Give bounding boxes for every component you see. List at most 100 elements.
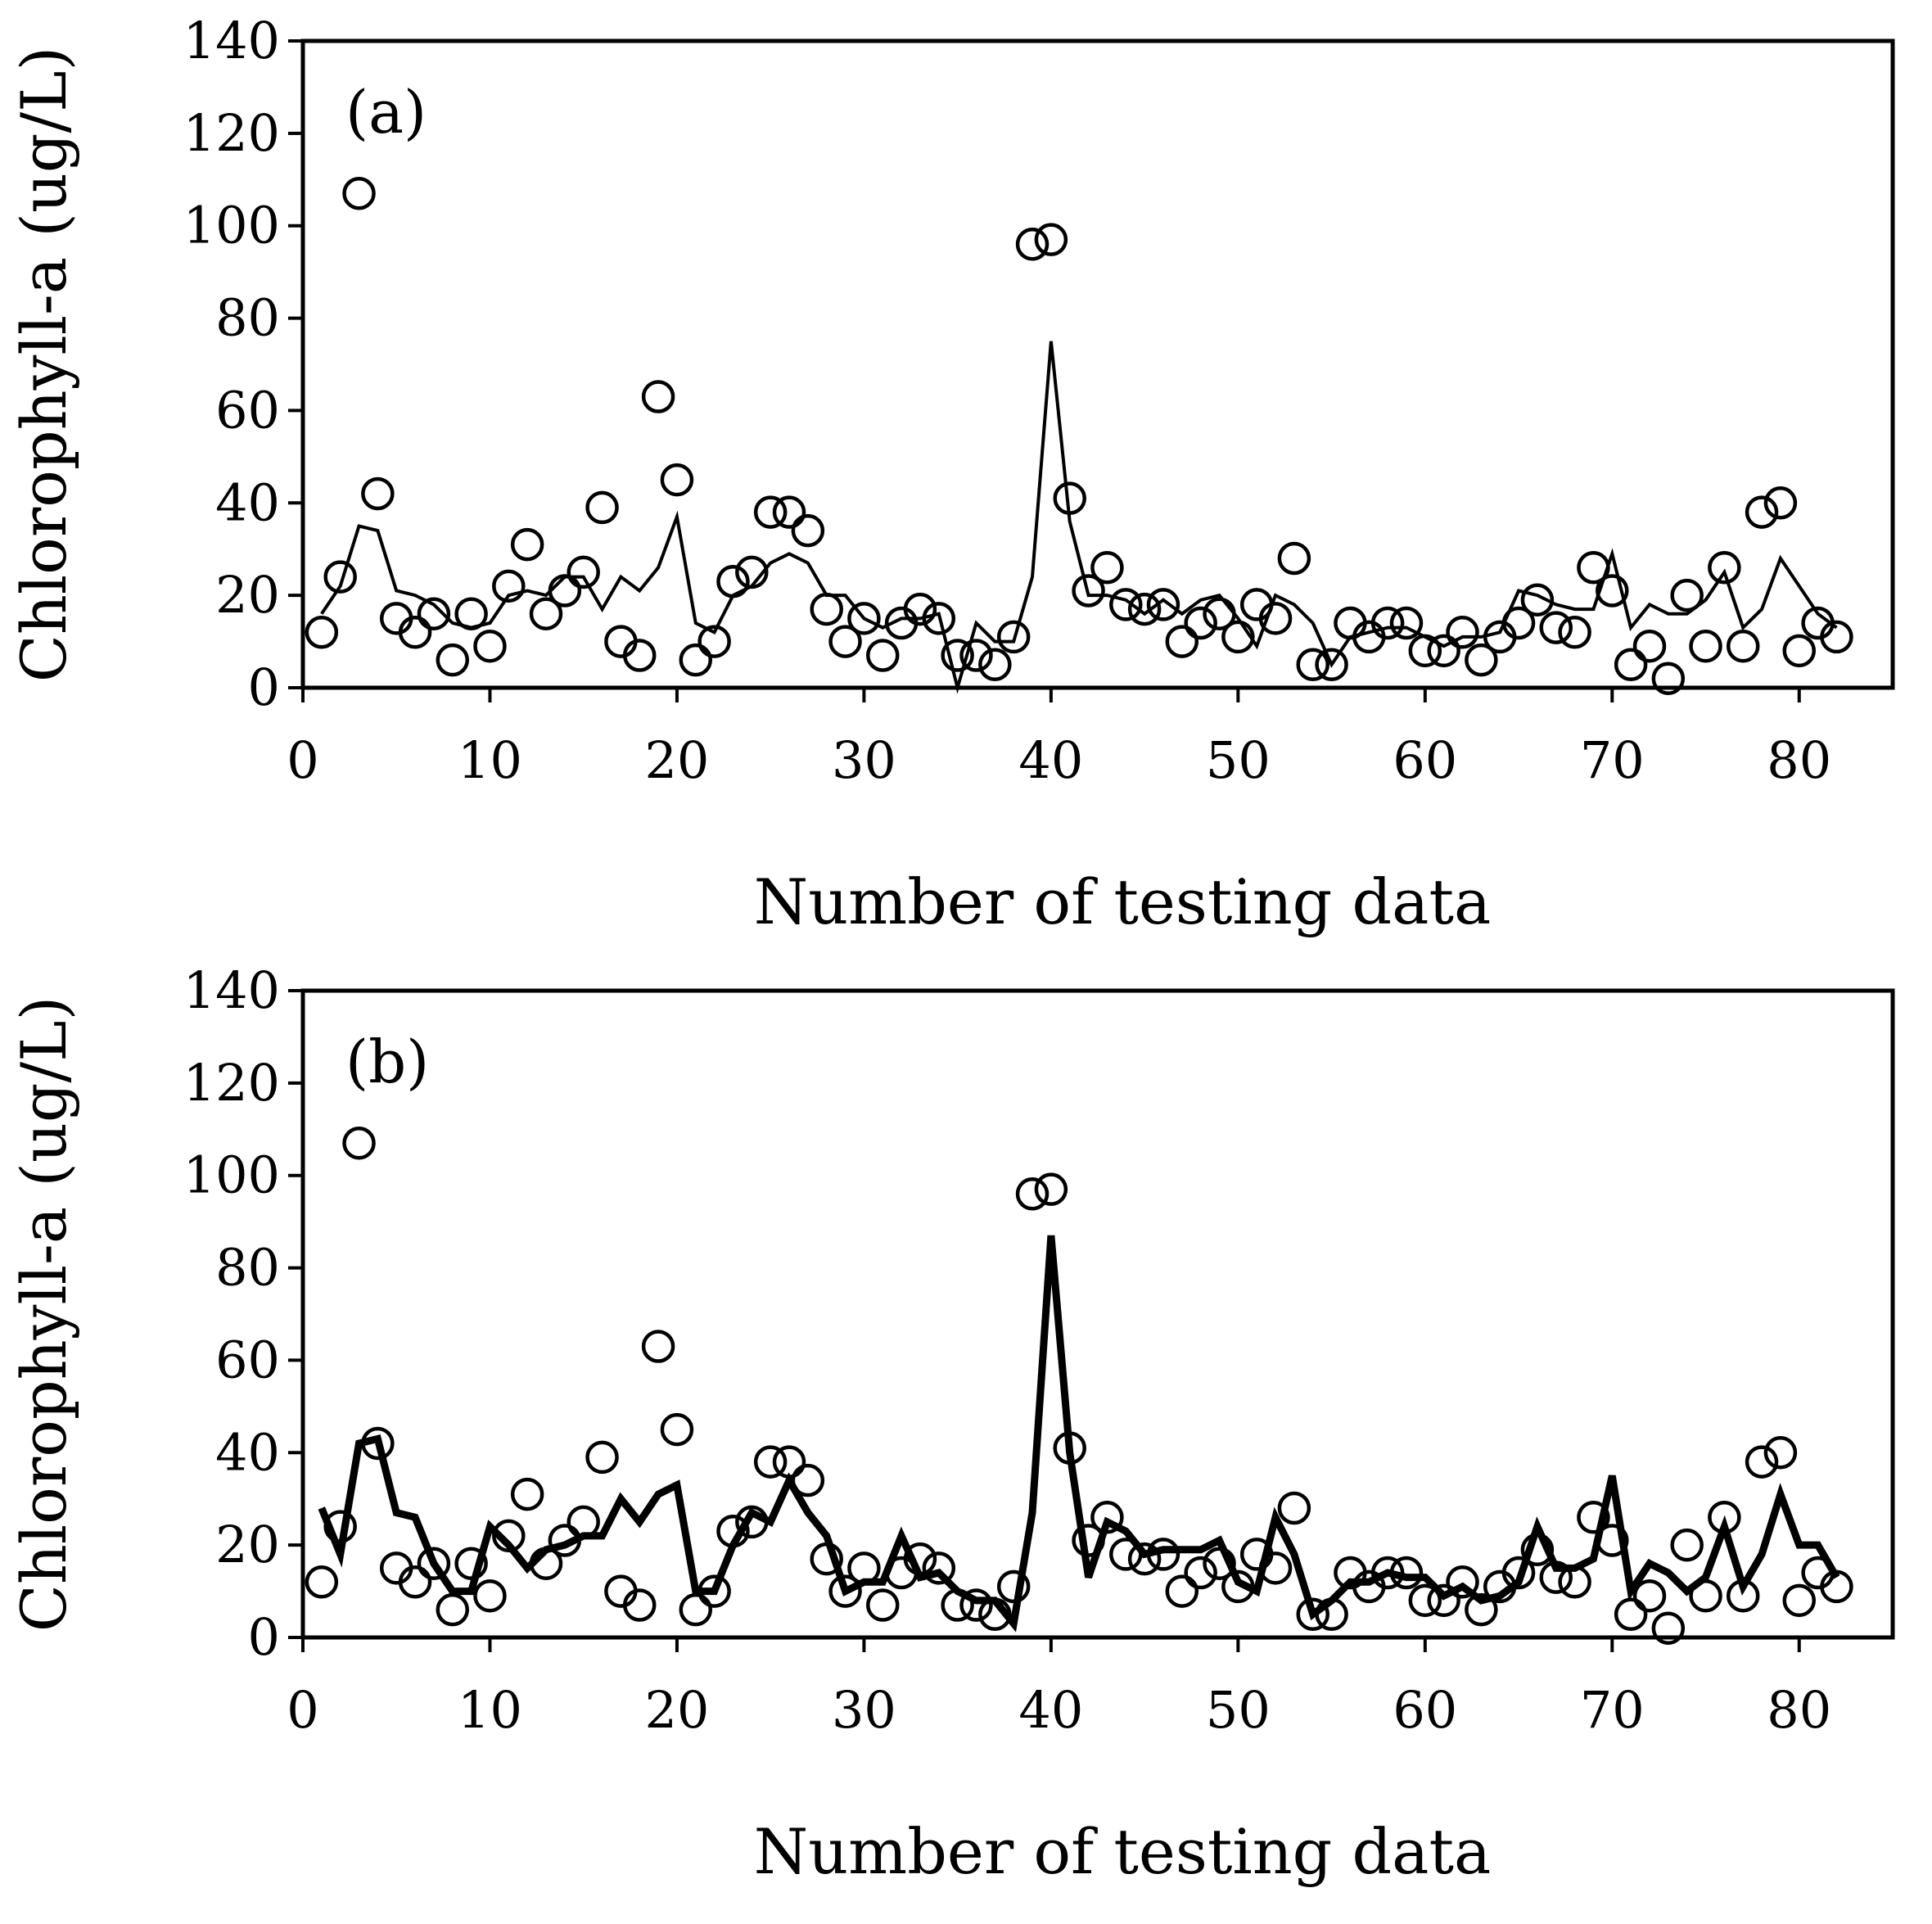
x-tick-label: 20: [644, 730, 709, 790]
observed-point: [660, 1412, 694, 1447]
observed-point: [323, 560, 357, 594]
y-tick-label: 80: [215, 288, 280, 348]
model-line: [318, 1235, 1840, 1633]
observed-point: [1165, 625, 1199, 658]
observed-point: [1782, 634, 1817, 668]
observed-point: [660, 463, 694, 497]
observed-point: [941, 1588, 974, 1622]
plot-frame: [300, 988, 1895, 1640]
y-tick-label: 0: [248, 1607, 280, 1667]
observed-point: [585, 1440, 619, 1475]
observed-point: [1408, 634, 1442, 668]
observed-point: [847, 1551, 881, 1585]
x-tick-label: 10: [458, 730, 522, 790]
observed-point: [866, 1588, 900, 1622]
observed-point: [753, 1445, 788, 1479]
observed-point: [735, 555, 769, 589]
observed-point: [1034, 1172, 1068, 1206]
observed-point: [1726, 1578, 1760, 1613]
observed-point: [1726, 629, 1760, 663]
observed-point: [417, 597, 451, 630]
observed-point: [922, 602, 956, 635]
observed-point: [1072, 574, 1105, 607]
observed-point: [959, 639, 993, 672]
observed-point: [1596, 574, 1629, 607]
observed-point: [1708, 551, 1741, 585]
observed-point: [398, 616, 432, 649]
observed-point: [1184, 606, 1217, 640]
observed-point: [866, 639, 900, 672]
observed-point: [828, 625, 862, 658]
y-tick-label: 40: [215, 472, 280, 532]
x-tick-label: 60: [1393, 1680, 1457, 1740]
observed-point: [1221, 1569, 1255, 1604]
observed-point: [1763, 1436, 1798, 1470]
y-tick-label: 80: [215, 1238, 280, 1298]
observed-point: [1577, 551, 1610, 585]
observed-point: [529, 1547, 563, 1580]
observed-point: [810, 1542, 843, 1576]
observed-point: [1539, 1560, 1573, 1594]
observed-point: [1277, 1491, 1311, 1525]
observed-point: [1501, 1556, 1536, 1590]
observed-point: [1389, 606, 1424, 640]
observed-point: [716, 1514, 750, 1548]
observed-point: [1632, 1578, 1667, 1613]
observed-point: [1745, 495, 1779, 529]
y-tick-label: 20: [215, 1515, 280, 1574]
observed-point: [1689, 1578, 1722, 1613]
panel-b: 0 20 40 60 80 100 120 140 0 10 20 30 40 50 60 70 80 Numbe…: [7, 960, 1895, 1888]
observed-point: [753, 495, 788, 529]
observed-point: [1520, 583, 1555, 617]
observed-point: [1689, 629, 1722, 663]
observed-point: [361, 476, 395, 511]
y-tick-label: 60: [215, 1330, 280, 1389]
observed-point: [548, 1524, 582, 1557]
observed-point: [1670, 1528, 1704, 1562]
observed-point: [641, 1330, 675, 1363]
panel-a: 0 20 40 60 80 100 120 140 0 10 20 30 40 50 60 70 80 Numbe…: [7, 11, 1895, 938]
observed-point: [1127, 1542, 1162, 1576]
panel-label: (b): [345, 1027, 429, 1096]
observed-point: [342, 176, 376, 210]
plot-frame: [300, 38, 1895, 690]
observed-point: [1763, 486, 1798, 520]
observed-point: [1370, 1556, 1405, 1590]
observed-point: [473, 629, 507, 663]
observed-point: [510, 527, 544, 562]
y-tick-label: 60: [215, 380, 280, 440]
observed-point: [1090, 1501, 1124, 1534]
y-tick-label: 140: [183, 960, 280, 1020]
observed-point: [828, 1574, 862, 1608]
observed-point: [622, 639, 657, 672]
observed-point: [996, 620, 1031, 654]
observed-point: [1577, 1501, 1610, 1534]
observed-point: [1015, 1177, 1050, 1211]
observed-point: [810, 592, 843, 626]
observed-point: [1651, 1611, 1686, 1645]
observed-point: [1520, 1533, 1555, 1567]
observed-point: [1782, 1583, 1817, 1618]
observed-point: [772, 1445, 806, 1479]
observed-point: [772, 495, 806, 529]
observed-point: [996, 1569, 1031, 1604]
observed-point: [305, 1565, 339, 1599]
observed-point: [305, 616, 339, 649]
observed-point: [1539, 611, 1573, 644]
observed-point: [1277, 541, 1311, 576]
panel-label: (a): [345, 78, 427, 147]
observed-point: [1221, 620, 1255, 654]
observed-point: [1632, 629, 1667, 663]
observed-point: [436, 1592, 470, 1627]
observed-point: [1427, 634, 1460, 668]
observed-point: [1203, 1547, 1236, 1580]
observed-point: [1053, 1431, 1086, 1465]
observed-point: [510, 1477, 544, 1511]
observed-point: [1258, 1551, 1293, 1585]
x-tick-label: 0: [287, 1680, 318, 1740]
observed-point: [1184, 1556, 1217, 1590]
observed-point: [1165, 1574, 1199, 1608]
observed-point: [622, 1588, 657, 1622]
y-tick-label: 140: [183, 11, 280, 70]
